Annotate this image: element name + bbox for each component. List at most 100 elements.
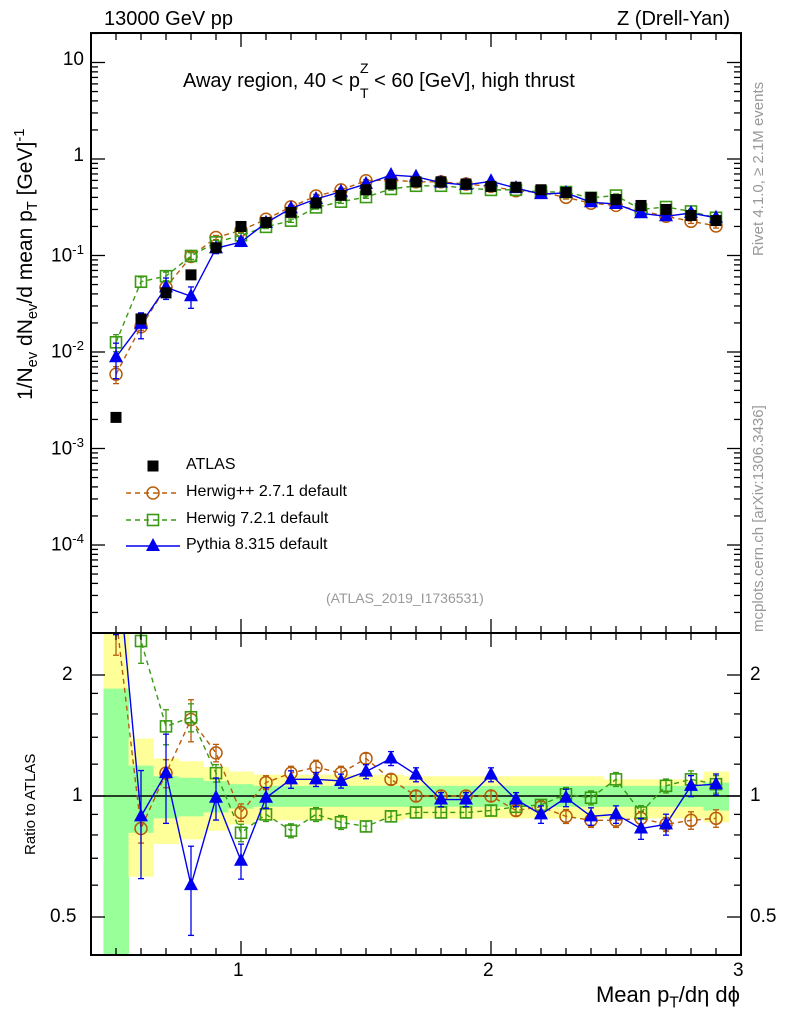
atlas-data-point bbox=[435, 176, 447, 188]
analysis-id: (ATLAS_2019_I1736531) bbox=[326, 590, 484, 606]
y-tick-label: 1 bbox=[73, 145, 84, 166]
data-point-filled-triangle bbox=[184, 877, 198, 891]
x-tick-label: 1 bbox=[233, 960, 244, 981]
data-point-filled-triangle bbox=[234, 852, 248, 866]
data-point-filled-triangle bbox=[209, 789, 223, 803]
data-point-filled-triangle bbox=[659, 816, 673, 830]
legend-label-atlas: ATLAS bbox=[186, 456, 236, 473]
ratio-panel bbox=[91, 478, 741, 955]
atlas-data-point bbox=[235, 220, 247, 232]
data-point-open-square bbox=[359, 820, 373, 833]
atlas-data-point bbox=[635, 199, 647, 211]
ratio-tick-label: 1 bbox=[72, 785, 83, 806]
series-line bbox=[115, 174, 717, 358]
y-axis-label-ratio: Ratio to ATLAS bbox=[22, 753, 39, 855]
data-point-filled-triangle bbox=[284, 771, 298, 785]
atlas-data-point bbox=[210, 242, 222, 254]
y-tick-label: 10-2 bbox=[51, 338, 84, 363]
data-point-open-circle bbox=[684, 813, 698, 828]
data-point-open-square bbox=[284, 824, 298, 837]
series-line bbox=[115, 179, 717, 375]
data-point-open-square bbox=[309, 808, 323, 821]
ratio-tick-label-right: 1 bbox=[750, 785, 761, 806]
uncertainty-band-stat bbox=[103, 688, 129, 955]
data-point-filled-triangle bbox=[509, 791, 523, 805]
atlas-data-point bbox=[560, 186, 572, 198]
atlas-data-point bbox=[285, 206, 297, 218]
beam-label: 13000 GeV pp bbox=[104, 8, 233, 30]
data-point-open-square bbox=[159, 720, 173, 733]
data-point-open-square bbox=[184, 249, 198, 263]
legend-label-herwigpp: Herwig++ 2.7.1 default bbox=[186, 483, 347, 500]
atlas-data-point bbox=[385, 178, 397, 190]
y-tick-label: 10 bbox=[62, 48, 84, 70]
data-point-open-circle bbox=[384, 772, 398, 787]
data-point-filled-triangle bbox=[309, 771, 323, 785]
data-point-filled-triangle bbox=[634, 205, 648, 219]
data-point-open-square bbox=[111, 478, 122, 489]
data-point-filled-triangle bbox=[134, 808, 148, 822]
data-point-filled-triangle bbox=[159, 765, 173, 779]
atlas-data-point bbox=[535, 184, 547, 196]
data-point-filled-triangle bbox=[184, 288, 198, 302]
atlas-data-point bbox=[160, 287, 172, 299]
data-point-open-circle bbox=[484, 789, 498, 803]
data-point-open-square bbox=[134, 275, 148, 289]
atlas-data-point bbox=[485, 180, 497, 192]
atlas-data-point bbox=[460, 178, 472, 190]
data-point-open-circle bbox=[709, 811, 723, 826]
data-point-filled-triangle bbox=[109, 537, 123, 550]
atlas-data-point bbox=[610, 194, 622, 206]
data-point-filled-triangle bbox=[584, 808, 598, 822]
y-tick-label: 10-4 bbox=[51, 531, 84, 556]
data-point-filled-triangle bbox=[459, 791, 473, 805]
atlas-data-point bbox=[310, 197, 322, 209]
data-point-open-square bbox=[409, 806, 423, 819]
atlas-data-point bbox=[135, 313, 147, 325]
x-axis-label: Mean pT/dη dϕ bbox=[595, 982, 740, 1012]
atlas-data-point bbox=[260, 216, 272, 228]
ratio-tick-label-right: 0.5 bbox=[750, 906, 777, 927]
data-point-open-circle bbox=[234, 805, 248, 820]
data-point-open-square bbox=[659, 779, 673, 793]
series-line bbox=[115, 185, 717, 343]
data-point-filled-triangle bbox=[709, 776, 723, 790]
atlas-data-point bbox=[360, 184, 372, 196]
data-point-open-square bbox=[609, 773, 623, 786]
legend-label-pythia: Pythia 8.315 default bbox=[186, 536, 328, 553]
data-point-filled-triangle bbox=[234, 234, 248, 248]
y-tick-label: 10-1 bbox=[51, 241, 84, 266]
x-tick-label: 3 bbox=[733, 960, 744, 981]
data-point-filled-triangle bbox=[334, 772, 348, 786]
ratio-tick-label: 0.5 bbox=[50, 906, 77, 927]
data-point-open-square bbox=[584, 791, 598, 805]
data-point-filled-triangle bbox=[559, 789, 573, 803]
y-axis-label-main: 1/Nev dNev/d mean pT [GeV]-1 bbox=[12, 128, 42, 400]
legend-label-herwig7: Herwig 7.2.1 default bbox=[186, 510, 329, 527]
data-point-open-square bbox=[184, 710, 198, 724]
data-point-open-circle bbox=[559, 809, 573, 824]
data-point-filled-triangle bbox=[259, 789, 273, 803]
x-tick-label: 2 bbox=[483, 960, 494, 981]
data-point-filled-triangle bbox=[384, 167, 398, 181]
data-point-open-square bbox=[334, 816, 348, 829]
ratio-tick-label: 2 bbox=[62, 664, 73, 685]
atlas-data-point bbox=[335, 189, 347, 201]
uncertainty-band-stat bbox=[178, 777, 204, 817]
ratio-tick-label-right: 2 bbox=[750, 664, 761, 685]
data-point-open-square bbox=[384, 810, 398, 823]
data-point-filled-triangle bbox=[109, 349, 123, 363]
data-point-filled-triangle bbox=[684, 777, 698, 791]
rivet-label: Rivet 4.1.0, ≥ 2.1M events bbox=[750, 81, 767, 256]
atlas-data-point bbox=[660, 203, 672, 215]
atlas-data-point bbox=[710, 215, 722, 227]
data-point-filled-triangle bbox=[484, 766, 498, 780]
data-point-open-circle bbox=[110, 610, 122, 622]
data-point-filled-triangle bbox=[534, 806, 548, 820]
legend-marker bbox=[146, 486, 160, 500]
main-panel bbox=[109, 167, 723, 423]
data-point-filled-triangle bbox=[384, 750, 398, 764]
atlas-data-point bbox=[185, 269, 197, 281]
data-point-filled-triangle bbox=[434, 791, 448, 805]
